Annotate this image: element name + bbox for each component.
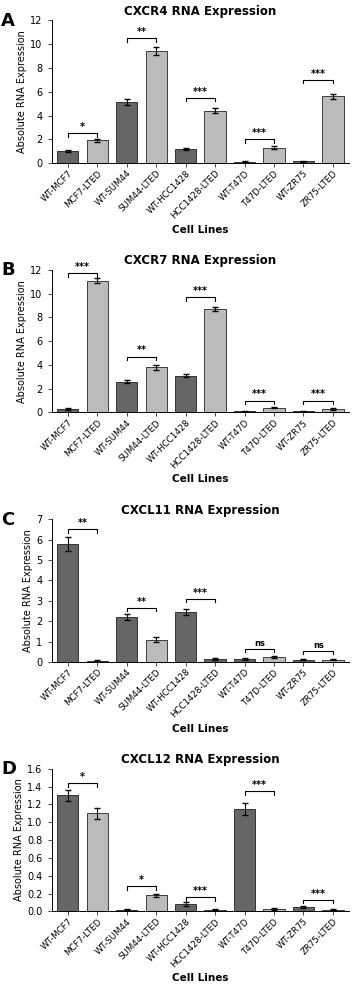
Bar: [175, 612, 196, 662]
Y-axis label: Absolute RNA Expression: Absolute RNA Expression: [17, 280, 27, 402]
Bar: [293, 161, 314, 163]
Bar: [322, 910, 343, 911]
Bar: [322, 660, 343, 662]
Text: ***: ***: [311, 389, 326, 399]
Y-axis label: Absolute RNA Expression: Absolute RNA Expression: [23, 530, 33, 652]
Bar: [87, 281, 108, 413]
Text: *: *: [80, 772, 85, 782]
Bar: [87, 661, 108, 662]
Bar: [263, 909, 285, 911]
Bar: [57, 543, 78, 662]
Title: CXCL12 RNA Expression: CXCL12 RNA Expression: [121, 753, 280, 766]
Text: ***: ***: [252, 128, 267, 138]
Text: ***: ***: [193, 287, 208, 296]
Text: **: **: [136, 346, 147, 356]
Bar: [57, 151, 78, 163]
Bar: [57, 795, 78, 911]
Text: ***: ***: [193, 87, 208, 97]
Text: ***: ***: [252, 389, 267, 399]
X-axis label: Cell Lines: Cell Lines: [172, 973, 229, 983]
Bar: [175, 904, 196, 911]
X-axis label: Cell Lines: Cell Lines: [172, 723, 229, 734]
Bar: [234, 659, 255, 662]
X-axis label: Cell Lines: Cell Lines: [172, 225, 229, 235]
Bar: [145, 639, 167, 662]
Text: *: *: [80, 123, 85, 132]
Text: **: **: [136, 27, 147, 38]
Text: ns: ns: [254, 638, 265, 647]
Bar: [175, 375, 196, 413]
Text: ***: ***: [311, 69, 326, 79]
Bar: [175, 149, 196, 163]
Bar: [263, 408, 285, 413]
Bar: [145, 51, 167, 163]
Text: ***: ***: [193, 588, 208, 598]
Bar: [116, 103, 137, 163]
Title: CXCR7 RNA Expression: CXCR7 RNA Expression: [124, 254, 276, 268]
Text: B: B: [1, 261, 15, 280]
Bar: [205, 309, 225, 413]
Bar: [322, 97, 343, 163]
Bar: [234, 162, 255, 163]
Bar: [145, 895, 167, 911]
Bar: [205, 111, 225, 163]
Text: ***: ***: [252, 780, 267, 789]
Title: CXCR4 RNA Expression: CXCR4 RNA Expression: [124, 5, 276, 18]
Bar: [205, 910, 225, 911]
Y-axis label: Absolute RNA Expression: Absolute RNA Expression: [17, 31, 27, 153]
Bar: [116, 381, 137, 413]
Bar: [234, 809, 255, 911]
Text: C: C: [1, 511, 14, 529]
Bar: [205, 659, 225, 662]
Text: *: *: [139, 875, 144, 885]
Bar: [234, 411, 255, 413]
X-axis label: Cell Lines: Cell Lines: [172, 474, 229, 484]
Text: D: D: [1, 760, 16, 779]
Y-axis label: Absolute RNA Expression: Absolute RNA Expression: [14, 779, 24, 901]
Bar: [263, 657, 285, 662]
Bar: [293, 411, 314, 413]
Bar: [263, 147, 285, 163]
Bar: [87, 813, 108, 911]
Title: CXCL11 RNA Expression: CXCL11 RNA Expression: [121, 504, 280, 517]
Text: ***: ***: [193, 886, 208, 896]
Bar: [87, 140, 108, 163]
Text: ***: ***: [311, 888, 326, 899]
Bar: [145, 368, 167, 413]
Text: **: **: [136, 597, 147, 607]
Text: A: A: [1, 12, 15, 30]
Bar: [322, 409, 343, 413]
Text: ***: ***: [75, 262, 90, 273]
Bar: [116, 618, 137, 662]
Text: ns: ns: [313, 640, 324, 649]
Bar: [116, 910, 137, 911]
Text: **: **: [78, 519, 87, 529]
Bar: [57, 409, 78, 413]
Bar: [293, 660, 314, 662]
Bar: [293, 907, 314, 911]
